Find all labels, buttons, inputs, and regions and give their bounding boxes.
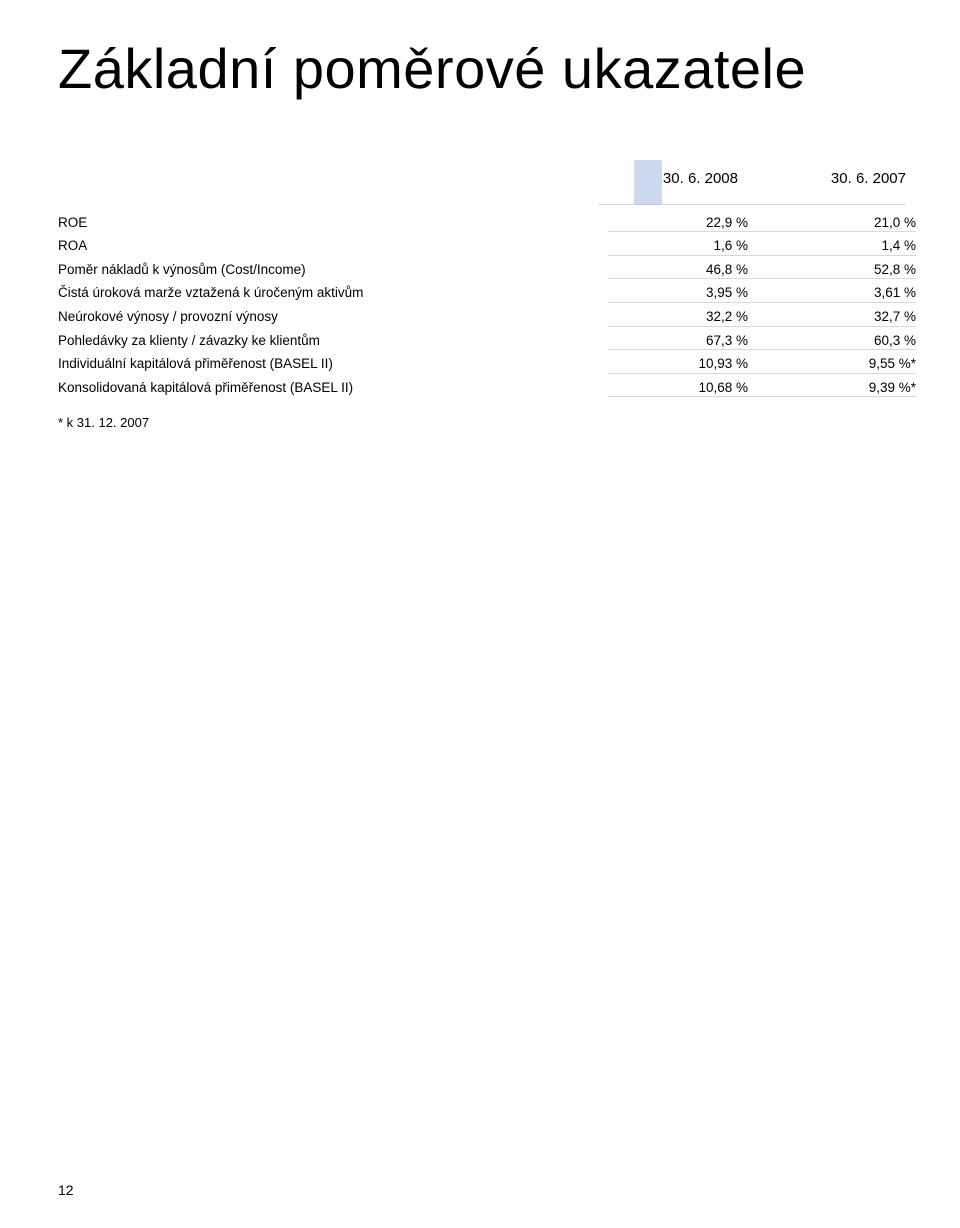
row-label: Individuální kapitálová přiměřenost (BAS…: [58, 355, 608, 374]
footnote: * k 31. 12. 2007: [58, 415, 902, 430]
row-value-1: 22,9 %: [608, 214, 776, 233]
row-label: Pohledávky za klienty / závazky ke klien…: [58, 332, 608, 351]
row-value-1: 3,95 %: [608, 284, 776, 303]
ratios-table: 30. 6. 2008 30. 6. 2007 ROE22,9 %21,0 %R…: [58, 171, 902, 399]
row-value-2: 1,4 %: [776, 237, 916, 256]
row-value-2: 9,55 %*: [776, 355, 916, 374]
table-header-row: 30. 6. 2008 30. 6. 2007: [58, 171, 902, 211]
row-value-2: 9,39 %*: [776, 379, 916, 398]
row-label: Konsolidovaná kapitálová přiměřenost (BA…: [58, 379, 608, 398]
page-number: 12: [58, 1182, 74, 1198]
row-value-2: 60,3 %: [776, 332, 916, 351]
table-row: Konsolidovaná kapitálová přiměřenost (BA…: [58, 376, 902, 400]
document-page: Základní poměrové ukazatele 30. 6. 2008 …: [0, 0, 960, 1228]
row-label: Čistá úroková marže vztažená k úročeným …: [58, 284, 608, 303]
row-value-1: 1,6 %: [608, 237, 776, 256]
row-value-2: 52,8 %: [776, 261, 916, 280]
row-label: ROA: [58, 237, 608, 256]
row-value-1: 32,2 %: [608, 308, 776, 327]
table-row: Individuální kapitálová přiměřenost (BAS…: [58, 352, 902, 376]
row-value-1: 67,3 %: [608, 332, 776, 351]
column-header-1: 30. 6. 2008: [598, 170, 766, 205]
table-row: Neúrokové výnosy / provozní výnosy32,2 %…: [58, 305, 902, 329]
table-body: ROE22,9 %21,0 %ROA1,6 %1,4 %Poměr náklad…: [58, 211, 902, 399]
table-row: Čistá úroková marže vztažená k úročeným …: [58, 281, 902, 305]
row-value-2: 32,7 %: [776, 308, 916, 327]
row-value-1: 10,68 %: [608, 379, 776, 398]
column-header-2: 30. 6. 2007: [766, 170, 906, 205]
row-value-2: 3,61 %: [776, 284, 916, 303]
column-header-1-label: 30. 6. 2008: [663, 170, 738, 187]
row-label: Neúrokové výnosy / provozní výnosy: [58, 308, 608, 327]
column-accent-bar: [634, 160, 662, 205]
row-label: Poměr nákladů k výnosům (Cost/Income): [58, 261, 608, 280]
column-header-2-label: 30. 6. 2007: [831, 170, 906, 187]
row-label: ROE: [58, 214, 608, 233]
table-row: Poměr nákladů k výnosům (Cost/Income)46,…: [58, 258, 902, 282]
row-value-1: 10,93 %: [608, 355, 776, 374]
table-row: Pohledávky za klienty / závazky ke klien…: [58, 329, 902, 353]
page-title: Základní poměrové ukazatele: [58, 40, 902, 99]
table-row: ROE22,9 %21,0 %: [58, 211, 902, 235]
table-row: ROA1,6 %1,4 %: [58, 234, 902, 258]
row-value-1: 46,8 %: [608, 261, 776, 280]
row-value-2: 21,0 %: [776, 214, 916, 233]
